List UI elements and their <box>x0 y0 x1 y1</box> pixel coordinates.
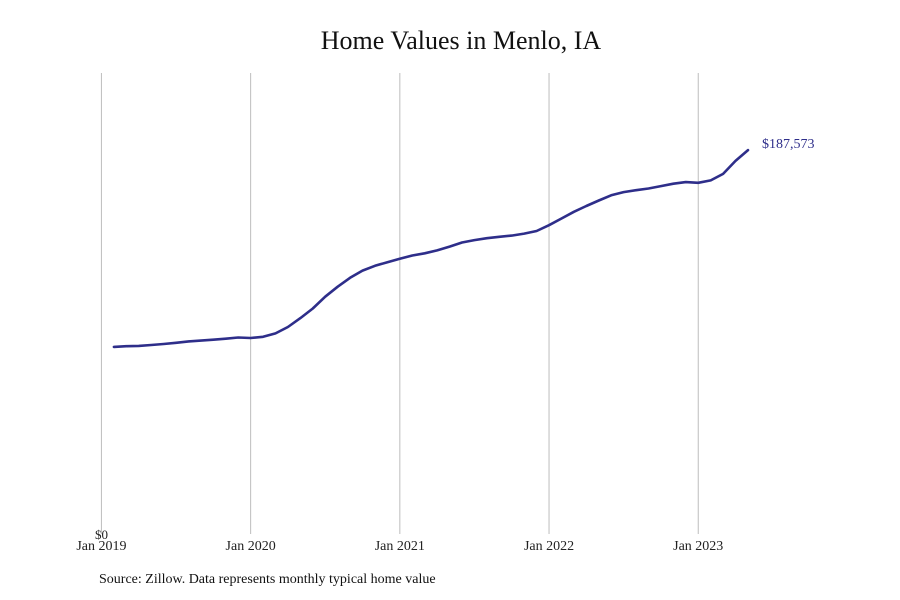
y-tick-label: $0 <box>95 527 108 542</box>
x-tick-label: Jan 2020 <box>226 539 276 554</box>
gridlines <box>100 73 699 534</box>
y-axis-ticks: $0 <box>95 527 108 542</box>
x-tick-label: Jan 2022 <box>524 539 574 554</box>
series-line <box>112 148 750 349</box>
x-tick-label: Jan 2019 <box>76 539 126 554</box>
x-tick-label: Jan 2023 <box>673 539 723 554</box>
series-group: $187,573 <box>112 137 815 349</box>
x-axis-ticks: Jan 2019 Jan 2020 Jan 2021 Jan 2022 Jan 2023 <box>76 539 723 554</box>
x-tick-label: Jan 2021 <box>375 539 425 554</box>
source-note: Source: Zillow. Data represents monthly … <box>99 572 436 587</box>
chart-title: Home Values in Menlo, IA <box>320 26 602 55</box>
end-value-label: $187,573 <box>762 137 815 152</box>
